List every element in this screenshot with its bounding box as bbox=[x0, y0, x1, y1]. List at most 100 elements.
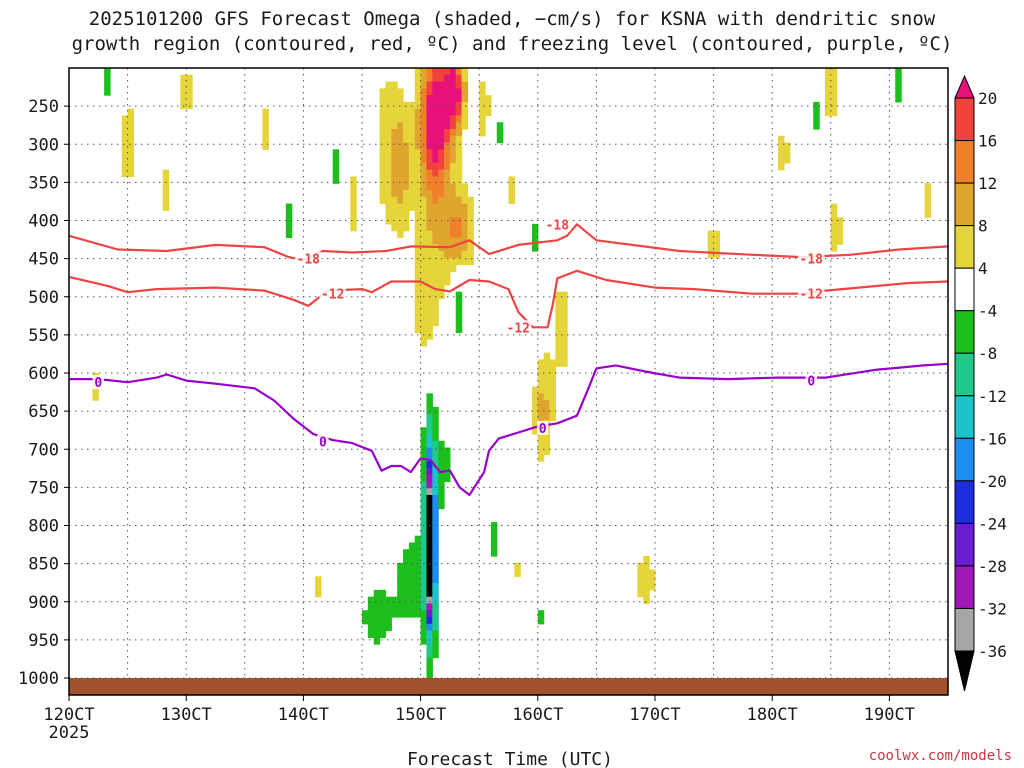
omega-cell bbox=[367, 623, 375, 632]
omega-cell bbox=[420, 169, 428, 178]
omega-cell bbox=[449, 108, 457, 117]
omega-cell bbox=[262, 115, 269, 123]
omega-cell bbox=[479, 115, 486, 123]
omega-cell bbox=[549, 386, 556, 394]
omega-cell bbox=[403, 190, 410, 198]
omega-cell bbox=[555, 339, 562, 347]
omega-cell bbox=[379, 176, 387, 184]
omega-cell bbox=[461, 244, 469, 252]
omega-cell bbox=[824, 88, 832, 96]
omega-cell bbox=[397, 108, 404, 117]
omega-cell bbox=[543, 447, 551, 455]
omega-cell bbox=[449, 190, 457, 198]
omega-cell bbox=[414, 603, 422, 611]
omega-cell bbox=[449, 237, 457, 245]
omega-cell bbox=[813, 101, 820, 110]
omega-cell bbox=[426, 495, 433, 503]
omega-cell bbox=[420, 589, 428, 598]
omega-cell bbox=[391, 81, 398, 89]
omega-cell bbox=[285, 230, 293, 239]
omega-cell bbox=[420, 257, 428, 266]
omega-cell bbox=[543, 379, 551, 388]
omega-cell bbox=[455, 115, 463, 123]
colorbar: 20 16 12 8 4 -4 -8 -12 -16 -20 -24 -28 -32 -36 bbox=[954, 74, 1007, 692]
omega-cell bbox=[397, 589, 404, 598]
omega-cell bbox=[285, 210, 293, 218]
x-year-label: 2025 bbox=[49, 723, 90, 743]
omega-cell bbox=[461, 95, 469, 103]
omega-cell bbox=[397, 142, 404, 150]
omega-cell bbox=[508, 183, 515, 191]
omega-cell bbox=[455, 135, 463, 144]
omega-cell bbox=[420, 549, 428, 557]
omega-cell bbox=[385, 101, 392, 110]
omega-cell bbox=[420, 291, 428, 300]
contour-label-bg bbox=[798, 251, 825, 266]
omega-cell bbox=[432, 156, 439, 164]
contour-label: -18 bbox=[546, 218, 570, 233]
contour-freezing-0 bbox=[69, 362, 949, 497]
omega-cell bbox=[426, 671, 433, 679]
omega-cell bbox=[426, 556, 433, 564]
colorbar-arrow-bottom bbox=[954, 650, 975, 692]
omega-cell bbox=[385, 183, 392, 191]
omega-cell bbox=[397, 223, 404, 232]
credit-text[interactable]: coolwx.com/models bbox=[869, 748, 1012, 764]
omega-cell bbox=[444, 223, 451, 232]
omega-cell bbox=[420, 583, 428, 591]
omega-cell bbox=[373, 596, 381, 605]
omega-cell bbox=[426, 413, 433, 422]
omega-cell bbox=[332, 162, 340, 171]
omega-cell bbox=[426, 332, 433, 340]
omega-cell bbox=[461, 257, 469, 266]
omega-cell bbox=[408, 169, 416, 178]
omega-cell bbox=[432, 623, 439, 632]
omega-cell bbox=[414, 223, 422, 232]
omega-cell bbox=[379, 623, 387, 632]
omega-cell bbox=[455, 325, 463, 333]
contour-label: -12 bbox=[507, 321, 530, 336]
omega-cell bbox=[490, 542, 498, 550]
omega-cell bbox=[432, 142, 439, 150]
omega-cell bbox=[537, 393, 545, 401]
omega-cell bbox=[449, 149, 457, 157]
omega-cell bbox=[432, 230, 439, 239]
omega-cell bbox=[385, 610, 392, 618]
omega-cell bbox=[426, 305, 433, 313]
omega-cell bbox=[485, 108, 492, 117]
omega-cell bbox=[432, 169, 439, 178]
omega-cell bbox=[438, 461, 445, 469]
omega-cell bbox=[391, 610, 398, 618]
omega-cell bbox=[426, 528, 433, 537]
omega-cell bbox=[397, 596, 404, 605]
omega-cell bbox=[403, 203, 410, 211]
omega-cell bbox=[350, 203, 357, 211]
omega-cell bbox=[455, 74, 463, 83]
omega-cell bbox=[420, 129, 428, 137]
omega-cell bbox=[438, 230, 445, 239]
omega-cell bbox=[449, 74, 457, 83]
omega-cell bbox=[449, 230, 457, 239]
y-tick-label: 900 bbox=[28, 593, 59, 613]
y-tick-label: 950 bbox=[28, 631, 59, 651]
omega-cell bbox=[373, 589, 381, 598]
contour-label: 0 bbox=[539, 422, 547, 437]
omega-cell bbox=[426, 610, 433, 618]
omega-cell bbox=[432, 129, 439, 137]
omega-cell bbox=[496, 122, 504, 130]
omega-cell bbox=[438, 223, 445, 232]
omega-cell bbox=[408, 569, 416, 577]
omega-cell bbox=[397, 210, 404, 218]
omega-cell bbox=[449, 68, 457, 76]
omega-cell bbox=[432, 291, 439, 300]
omega-cell bbox=[783, 156, 791, 164]
omega-cell bbox=[561, 332, 568, 340]
omega-cell bbox=[531, 406, 539, 415]
omega-cell bbox=[426, 569, 433, 577]
omega-cell bbox=[438, 278, 445, 286]
omega-cell bbox=[444, 74, 451, 83]
omega-cell bbox=[391, 176, 398, 184]
omega-cell bbox=[391, 135, 398, 144]
omega-cell bbox=[391, 129, 398, 137]
